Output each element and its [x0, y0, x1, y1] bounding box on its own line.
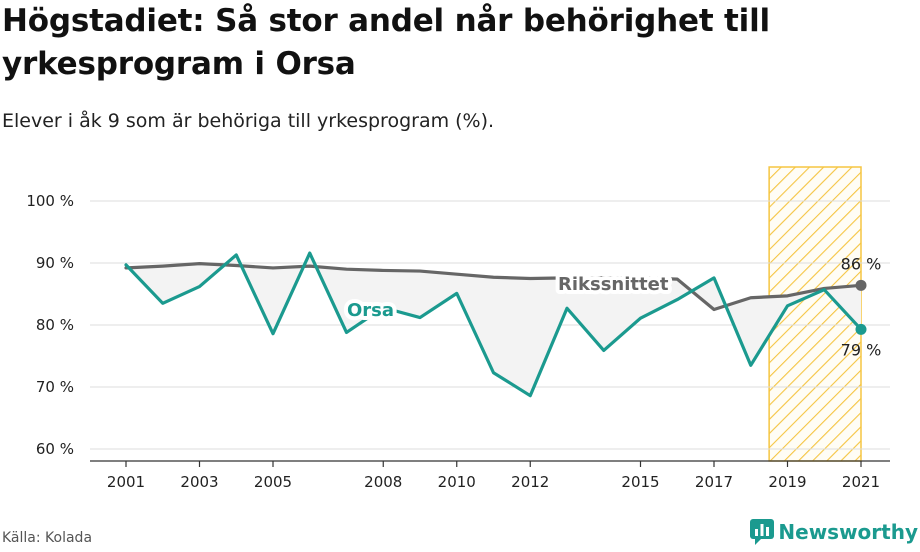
- x-tick-label: 2003: [180, 473, 218, 491]
- y-tick-label: 90 %: [36, 254, 74, 272]
- x-tick-label: 2021: [842, 473, 880, 491]
- y-tick-label: 60 %: [36, 440, 74, 458]
- orsa-end-label: 79 %: [841, 340, 882, 359]
- source-note: Källa: Kolada: [2, 530, 93, 546]
- y-tick-labels: 60 % 70 % 80 % 90 % 100 %: [26, 192, 74, 458]
- x-tick-label: 2019: [768, 473, 806, 491]
- riksnittet-end-point: [855, 279, 867, 291]
- x-tick-labels: 2001 2003 2005 2008 2010 2012 2015 2017 2019 2021: [107, 473, 880, 491]
- orsa-end-point: [855, 323, 867, 335]
- difference-area: [126, 253, 861, 396]
- series-labels: Rikssnittet Orsa 86 % 79 %: [343, 254, 882, 359]
- chart-subtitle: Elever i åk 9 som är behöriga till yrkes…: [2, 110, 495, 132]
- x-tick-label: 2008: [364, 473, 402, 491]
- x-tick-label: 2001: [107, 473, 145, 491]
- y-tick-label: 80 %: [36, 316, 74, 334]
- x-axis: [90, 460, 890, 467]
- difference-fill: [126, 253, 861, 396]
- brand-name: Newsworthy: [778, 520, 918, 544]
- riksnittet-label: Rikssnittet: [558, 274, 669, 295]
- riksnittet-line: [124, 262, 863, 312]
- x-tick-label: 2010: [438, 473, 476, 491]
- x-tick-label: 2017: [695, 473, 733, 491]
- y-tick-label: 100 %: [26, 192, 74, 210]
- chart-title: Högstadiet: Så stor andel når behörighet…: [2, 3, 770, 82]
- x-tick-label: 2012: [511, 473, 549, 491]
- riksnittet-end-label: 86 %: [841, 254, 882, 273]
- orsa-label: Orsa: [347, 300, 394, 321]
- orsa-line: [124, 251, 863, 398]
- y-tick-label: 70 %: [36, 378, 74, 396]
- brand-logo: Newsworthy: [750, 519, 918, 545]
- x-tick-label: 2005: [254, 473, 292, 491]
- series-lines: [124, 251, 867, 398]
- x-tick-label: 2015: [621, 473, 659, 491]
- newsworthy-logo-icon: [750, 519, 775, 545]
